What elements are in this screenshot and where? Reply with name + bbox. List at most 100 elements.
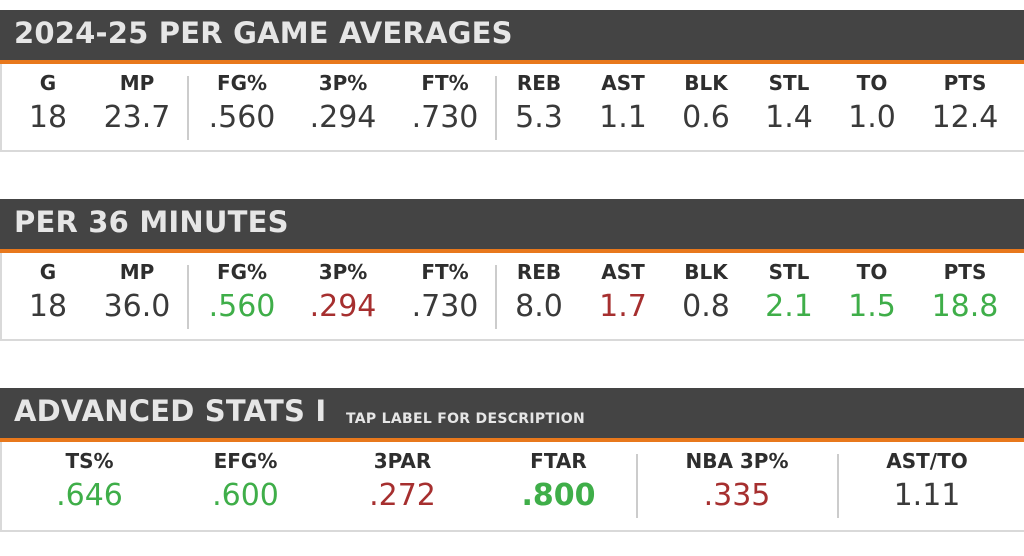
stat-ast: AST 1.7 <box>588 253 658 339</box>
stat-label-nba-3p-pct[interactable]: NBA 3P% <box>685 449 789 473</box>
stat-label-g[interactable]: G <box>39 260 57 284</box>
stat-value-ft-pct: .730 <box>411 100 479 135</box>
stat-label-stl[interactable]: STL <box>768 260 810 284</box>
stat-label-3p-pct[interactable]: 3P% <box>318 71 368 95</box>
separator <box>187 76 189 140</box>
stat-label-ast-to[interactable]: AST/TO <box>886 449 968 473</box>
stat-label-mp[interactable]: MP <box>119 71 155 95</box>
separator <box>495 76 497 140</box>
stat-3p-pct: 3P% .294 <box>298 253 388 339</box>
stat-value-pts: 12.4 <box>931 100 999 135</box>
stat-label-efg-pct[interactable]: EFG% <box>213 449 278 473</box>
stat-ft-pct: FT% .730 <box>400 253 490 339</box>
stat-value-ftar: .800 <box>521 478 596 513</box>
stat-value-mp: 36.0 <box>103 289 171 324</box>
stat-value-stl: 1.4 <box>765 100 813 135</box>
stat-value-ast: 1.7 <box>599 289 647 324</box>
stat-value-ast-to: 1.11 <box>893 478 961 513</box>
stat-label-to[interactable]: TO <box>856 71 888 95</box>
stat-value-ts-pct: .646 <box>56 478 123 513</box>
stat-ast: AST 1.1 <box>588 64 658 150</box>
tap-label-hint: TAP LABEL FOR DESCRIPTION <box>346 411 586 427</box>
stat-label-to[interactable]: TO <box>856 260 888 284</box>
stat-label-ft-pct[interactable]: FT% <box>421 71 469 95</box>
stat-stl: STL 2.1 <box>754 253 824 339</box>
stat-pts: PTS 18.8 <box>922 253 1008 339</box>
stat-label-ft-pct[interactable]: FT% <box>421 260 469 284</box>
stat-label-fg-pct[interactable]: FG% <box>216 71 268 95</box>
stat-g: G 18 <box>8 64 88 150</box>
stat-ft-pct: FT% .730 <box>400 64 490 150</box>
stat-label-reb[interactable]: REB <box>516 71 562 95</box>
per-36-stats-row: G 18 MP 36.0 FG% .560 3P% .294 FT% .730 … <box>0 253 1024 341</box>
stat-reb: REB 5.3 <box>504 64 574 150</box>
separator <box>837 454 839 518</box>
per-game-title: 2024-25 PER GAME AVERAGES <box>14 16 513 50</box>
stat-stl: STL 1.4 <box>754 64 824 150</box>
stat-value-to: 1.0 <box>848 100 896 135</box>
stat-mp: MP 36.0 <box>92 253 182 339</box>
stat-value-nba-3p-pct: .335 <box>703 478 771 513</box>
per-36-title: PER 36 MINUTES <box>14 205 289 239</box>
stat-ftar: FTAR .800 <box>501 442 616 530</box>
stat-label-ast[interactable]: AST <box>601 260 645 284</box>
stat-value-3par: .272 <box>369 478 436 513</box>
stat-ast-to: AST/TO 1.11 <box>852 442 1002 530</box>
stat-value-mp: 23.7 <box>103 100 171 135</box>
per-36-header: PER 36 MINUTES <box>0 199 1024 253</box>
stat-value-g: 18 <box>28 289 68 324</box>
stat-value-stl: 2.1 <box>765 289 813 324</box>
stat-ts-pct: TS% .646 <box>32 442 147 530</box>
stat-to: TO 1.0 <box>837 64 907 150</box>
stat-value-ft-pct: .730 <box>411 289 479 324</box>
stat-pts: PTS 12.4 <box>922 64 1008 150</box>
stat-label-ts-pct[interactable]: TS% <box>65 449 114 473</box>
stat-reb: REB 8.0 <box>504 253 574 339</box>
stat-label-blk[interactable]: BLK <box>684 260 728 284</box>
stat-label-fg-pct[interactable]: FG% <box>216 260 268 284</box>
separator <box>187 265 189 329</box>
stat-blk: BLK 0.8 <box>671 253 741 339</box>
advanced-stats-row: TS% .646 EFG% .600 3PAR .272 FTAR .800 N… <box>0 442 1024 532</box>
stat-mp: MP 23.7 <box>92 64 182 150</box>
stat-label-pts[interactable]: PTS <box>943 71 987 95</box>
stat-value-blk: 0.8 <box>682 289 730 324</box>
stat-nba-3p-pct: NBA 3P% .335 <box>662 442 812 530</box>
separator <box>636 454 638 518</box>
stat-value-3p-pct: .294 <box>309 100 377 135</box>
stat-label-ftar[interactable]: FTAR <box>530 449 587 473</box>
separator <box>495 265 497 329</box>
stat-label-g[interactable]: G <box>39 71 57 95</box>
advanced-stats-header: ADVANCED STATS I TAP LABEL FOR DESCRIPTI… <box>0 388 1024 442</box>
stat-value-to: 1.5 <box>848 289 896 324</box>
stat-label-blk[interactable]: BLK <box>684 71 728 95</box>
stat-value-reb: 8.0 <box>515 289 563 324</box>
stat-value-blk: 0.6 <box>682 100 730 135</box>
stat-value-efg-pct: .600 <box>212 478 279 513</box>
stat-value-g: 18 <box>28 100 68 135</box>
stat-value-reb: 5.3 <box>515 100 563 135</box>
stat-to: TO 1.5 <box>837 253 907 339</box>
per-game-header: 2024-25 PER GAME AVERAGES <box>0 10 1024 64</box>
advanced-stats-title: ADVANCED STATS I <box>14 394 327 428</box>
stat-label-reb[interactable]: REB <box>516 260 562 284</box>
stat-value-fg-pct: .560 <box>208 100 276 135</box>
stat-label-stl[interactable]: STL <box>768 71 810 95</box>
stat-label-pts[interactable]: PTS <box>943 260 987 284</box>
stat-fg-pct: FG% .560 <box>197 253 287 339</box>
stat-3par: 3PAR .272 <box>345 442 460 530</box>
stat-efg-pct: EFG% .600 <box>188 442 303 530</box>
stat-3p-pct: 3P% .294 <box>298 64 388 150</box>
stat-blk: BLK 0.6 <box>671 64 741 150</box>
stat-fg-pct: FG% .560 <box>197 64 287 150</box>
stat-label-3p-pct[interactable]: 3P% <box>318 260 368 284</box>
stat-label-ast[interactable]: AST <box>601 71 645 95</box>
stat-value-3p-pct: .294 <box>309 289 377 324</box>
stat-label-mp[interactable]: MP <box>119 260 155 284</box>
stat-value-pts: 18.8 <box>931 289 999 324</box>
stat-value-ast: 1.1 <box>599 100 647 135</box>
stat-g: G 18 <box>8 253 88 339</box>
stat-label-3par[interactable]: 3PAR <box>373 449 432 473</box>
per-game-stats-row: G 18 MP 23.7 FG% .560 3P% .294 FT% .730 … <box>0 64 1024 152</box>
stat-value-fg-pct: .560 <box>208 289 276 324</box>
